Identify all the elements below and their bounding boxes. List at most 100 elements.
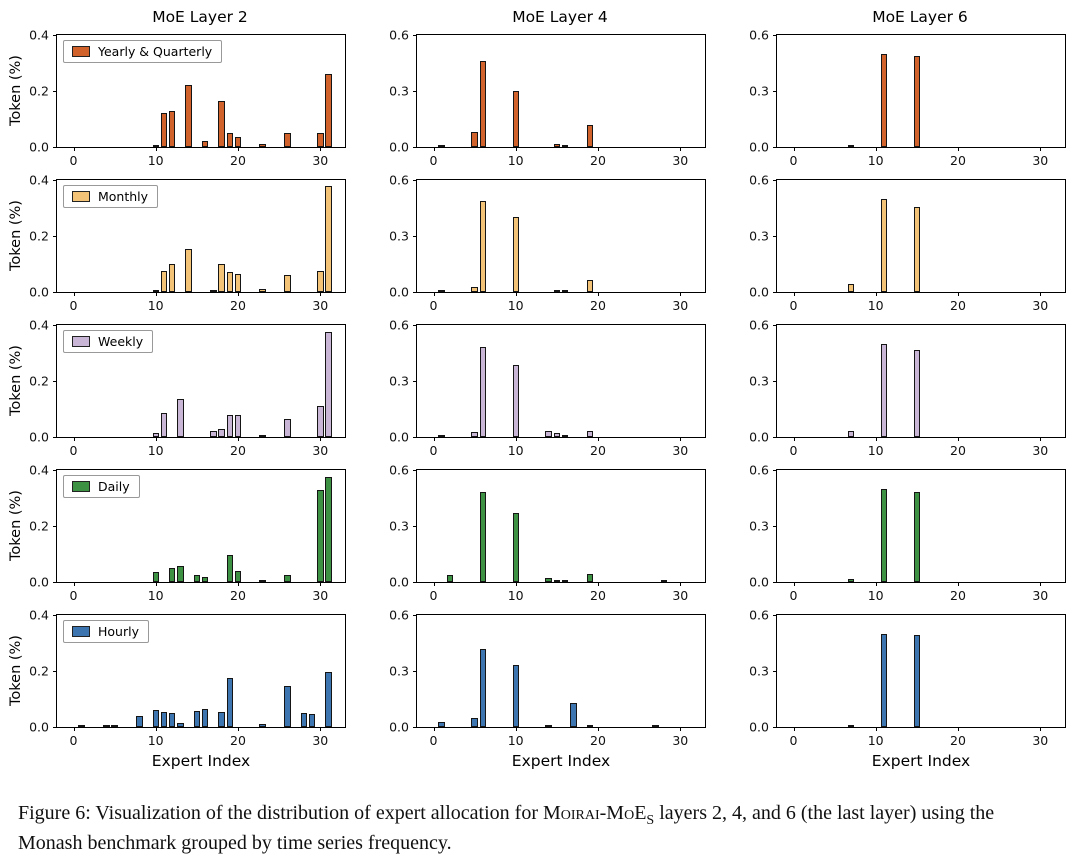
y-tick-mark <box>773 526 777 527</box>
y-tick-mark <box>773 470 777 471</box>
y-tick-mark <box>413 381 417 382</box>
subplot-title: MoE Layer 2 <box>152 8 248 26</box>
y-tick-label: 0.4 <box>29 172 49 188</box>
y-tick-label: 0.6 <box>389 172 409 188</box>
plot-area: 0.0 0.3 0.6 0 10 20 30 <box>389 173 706 313</box>
plot-area: 0.0 0.3 0.6 0 10 20 30 <box>749 28 1066 168</box>
y-tick-mark <box>773 615 777 616</box>
x-tick-mark <box>680 582 682 586</box>
x-tick-mark <box>238 437 239 441</box>
x-tick-mark <box>73 292 75 296</box>
bar-expert-10 <box>512 365 520 437</box>
y-tick-mark <box>53 470 57 471</box>
y-tick-mark <box>413 325 417 326</box>
y-tick-mark <box>773 381 777 382</box>
bar-expert-1 <box>438 722 445 727</box>
bar-expert-10 <box>152 432 160 437</box>
bar-expert-19 <box>226 414 234 437</box>
y-axis-label: Token (%) <box>8 490 24 562</box>
y-tick-label: 0.3 <box>389 228 409 244</box>
y-tick-label: 0.4 <box>29 27 49 43</box>
y-tick-mark <box>773 292 777 293</box>
legend-daily: Daily <box>63 475 140 498</box>
y-tick-mark <box>413 671 417 672</box>
plot-area: 0.0 0.3 0.6 0 10 20 30 <box>749 463 1066 603</box>
x-tick-label: 0 <box>69 153 78 168</box>
plot-area: 0.0 0.2 0.4 0 10 20 30 Hourly <box>29 608 346 748</box>
x-tick-mark <box>433 437 435 441</box>
bar-expert-16 <box>201 141 209 147</box>
x-tick-label: 10 <box>867 588 884 603</box>
x-tick-mark <box>73 147 75 151</box>
bar-expert-20 <box>234 571 242 582</box>
x-tick-mark <box>680 292 682 296</box>
subplot-row3-col2: 0.0 0.3 0.6 0 10 20 30 <box>360 318 720 469</box>
bar-expert-31 <box>325 74 332 147</box>
x-tick-mark <box>680 147 682 151</box>
y-tick-mark <box>53 236 57 237</box>
y-tick-label: 0.3 <box>389 83 409 99</box>
subplot-row2-col2: 0.0 0.3 0.6 0 10 20 30 <box>360 173 720 324</box>
y-tick-label: 0.6 <box>389 462 409 478</box>
bar-expert-8 <box>136 716 143 727</box>
y-tick-label: 0.3 <box>749 228 769 244</box>
plot-area: 0.0 0.2 0.4 0 10 20 30 Yearly & Quarterly <box>29 28 346 168</box>
legend-color-patch <box>72 191 90 202</box>
bar-expert-12 <box>168 264 176 292</box>
x-tick-mark <box>433 582 435 586</box>
y-tick-mark <box>53 35 57 36</box>
bar-expert-15 <box>553 433 561 437</box>
x-tick-mark <box>875 292 877 296</box>
subplot-title: MoE Layer 4 <box>512 8 608 26</box>
x-tick-mark <box>958 147 959 151</box>
bar-expert-10 <box>152 572 160 582</box>
bar-expert-23 <box>259 723 266 727</box>
bar-expert-2 <box>446 574 454 582</box>
y-tick-mark <box>53 671 57 672</box>
x-tick-mark <box>155 292 157 296</box>
plot-area: 0.0 0.2 0.4 0 10 20 30 Weekly <box>29 318 346 458</box>
x-tick-mark <box>515 437 517 441</box>
x-axis-label: Expert Index <box>151 752 251 770</box>
x-tick-mark <box>598 437 599 441</box>
bar-expert-18 <box>218 428 225 437</box>
bar-expert-26 <box>284 575 291 582</box>
plot-area: 0.0 0.3 0.6 0 10 20 30 <box>749 318 1066 458</box>
y-tick-mark <box>773 91 777 92</box>
bar-expert-7 <box>847 145 855 147</box>
x-tick-mark <box>73 727 75 731</box>
bar-expert-30 <box>317 489 324 582</box>
bar-expert-31 <box>325 185 332 292</box>
bar-expert-27 <box>652 725 659 727</box>
bar-expert-17 <box>210 289 217 292</box>
y-tick-label: 0.6 <box>749 27 769 43</box>
y-tick-label: 0.0 <box>749 284 769 300</box>
y-tick-label: 0.0 <box>749 139 769 155</box>
y-tick-mark <box>773 671 777 672</box>
bar-expert-1 <box>78 725 85 727</box>
y-tick-label: 0.2 <box>29 83 49 99</box>
x-tick-mark <box>320 292 322 296</box>
bar-expert-1 <box>438 435 445 437</box>
x-tick-label: 20 <box>230 153 246 168</box>
y-tick-mark <box>53 91 57 92</box>
bar-expert-13 <box>177 565 184 582</box>
x-tick-label: 0 <box>789 443 798 458</box>
y-tick-label: 0.6 <box>749 607 769 623</box>
bar-expert-31 <box>325 672 332 727</box>
y-tick-label: 0.0 <box>389 574 409 590</box>
x-tick-label: 20 <box>590 443 606 458</box>
x-tick-label: 30 <box>1032 733 1049 748</box>
bar-expert-11 <box>880 198 888 292</box>
x-tick-label: 30 <box>312 298 329 313</box>
x-tick-mark <box>515 582 517 586</box>
y-tick-label: 0.2 <box>29 518 49 534</box>
x-tick-label: 0 <box>69 298 78 313</box>
caption-brand-subscript: S <box>646 813 655 828</box>
legend-color-patch <box>72 46 90 57</box>
bar-expert-31 <box>325 332 332 437</box>
x-tick-mark <box>155 727 157 731</box>
bar-expert-15 <box>193 710 201 727</box>
plot-area: 0.0 0.3 0.6 0 10 20 30 <box>389 28 706 168</box>
x-tick-mark <box>1040 147 1042 151</box>
